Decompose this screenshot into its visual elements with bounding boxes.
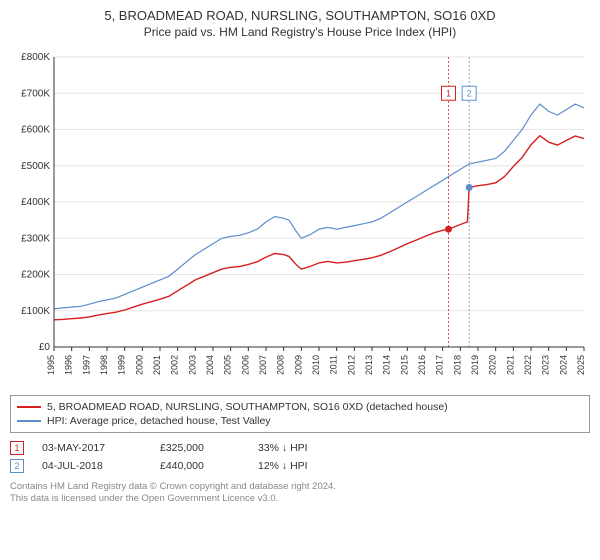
svg-text:2013: 2013 (364, 355, 374, 375)
page-subtitle: Price paid vs. HM Land Registry's House … (10, 25, 590, 39)
svg-text:2007: 2007 (258, 355, 268, 375)
svg-text:2025: 2025 (576, 355, 586, 375)
svg-text:2010: 2010 (311, 355, 321, 375)
svg-text:2012: 2012 (346, 355, 356, 375)
sale-marker: 2 (10, 459, 24, 473)
svg-text:1997: 1997 (81, 355, 91, 375)
sale-price: £325,000 (160, 442, 240, 454)
sale-date: 04-JUL-2018 (42, 460, 142, 472)
svg-text:1995: 1995 (46, 355, 56, 375)
svg-text:£800K: £800K (21, 52, 50, 63)
svg-text:£100K: £100K (21, 306, 50, 317)
svg-text:£700K: £700K (21, 88, 50, 99)
svg-text:2006: 2006 (240, 355, 250, 375)
svg-text:2018: 2018 (452, 355, 462, 375)
svg-text:2: 2 (467, 88, 472, 98)
svg-text:£500K: £500K (21, 161, 50, 172)
sale-vs-hpi: 33% ↓ HPI (258, 442, 308, 454)
legend-swatch (17, 406, 41, 408)
svg-text:£600K: £600K (21, 125, 50, 136)
sale-row: 1 03-MAY-2017 £325,000 33% ↓ HPI (10, 439, 590, 457)
footnote: Contains HM Land Registry data © Crown c… (10, 481, 590, 506)
sales-table: 1 03-MAY-2017 £325,000 33% ↓ HPI 2 04-JUL-201… (10, 439, 590, 475)
svg-text:2009: 2009 (293, 355, 303, 375)
svg-text:£0: £0 (39, 342, 51, 353)
svg-text:1998: 1998 (99, 355, 109, 375)
line-chart: £0 £100K £200K £300K £400K £500K £600K £700K £80… (10, 47, 590, 387)
svg-text:2016: 2016 (417, 355, 427, 375)
svg-text:2000: 2000 (134, 355, 144, 375)
legend-swatch (17, 420, 41, 422)
svg-text:2005: 2005 (223, 355, 233, 375)
svg-text:2022: 2022 (523, 355, 533, 375)
svg-text:1999: 1999 (117, 355, 127, 375)
legend-label: 5, BROADMEAD ROAD, NURSLING, SOUTHAMPTON… (47, 401, 448, 413)
sale-price: £440,000 (160, 460, 240, 472)
sale-marker: 1 (10, 441, 24, 455)
svg-text:£300K: £300K (21, 233, 50, 244)
svg-text:2003: 2003 (187, 355, 197, 375)
svg-text:2015: 2015 (399, 355, 409, 375)
svg-text:2019: 2019 (470, 355, 480, 375)
svg-text:2014: 2014 (382, 355, 392, 375)
svg-text:£200K: £200K (21, 270, 50, 281)
svg-text:2011: 2011 (329, 355, 339, 374)
svg-text:2001: 2001 (152, 355, 162, 375)
svg-text:2008: 2008 (276, 355, 286, 375)
svg-text:2024: 2024 (558, 355, 568, 375)
sale-row: 2 04-JUL-2018 £440,000 12% ↓ HPI (10, 457, 590, 475)
svg-text:2021: 2021 (505, 355, 515, 375)
svg-text:1996: 1996 (64, 355, 74, 375)
page-title: 5, BROADMEAD ROAD, NURSLING, SOUTHAMPTON… (10, 8, 590, 23)
footnote-line: This data is licensed under the Open Gov… (10, 493, 590, 505)
legend: 5, BROADMEAD ROAD, NURSLING, SOUTHAMPTON… (10, 395, 590, 433)
legend-label: HPI: Average price, detached house, Test… (47, 415, 271, 427)
svg-text:2020: 2020 (488, 355, 498, 375)
svg-text:2017: 2017 (435, 355, 445, 375)
svg-text:2002: 2002 (170, 355, 180, 375)
sale-vs-hpi: 12% ↓ HPI (258, 460, 308, 472)
svg-text:2004: 2004 (205, 355, 215, 375)
svg-text:2023: 2023 (541, 355, 551, 375)
chart-svg: £0 £100K £200K £300K £400K £500K £600K £700K £80… (10, 47, 590, 387)
svg-text:£400K: £400K (21, 197, 50, 208)
svg-text:1: 1 (446, 88, 451, 98)
legend-item: HPI: Average price, detached house, Test… (17, 414, 583, 428)
footnote-line: Contains HM Land Registry data © Crown c… (10, 481, 590, 493)
legend-item: 5, BROADMEAD ROAD, NURSLING, SOUTHAMPTON… (17, 400, 583, 414)
sale-date: 03-MAY-2017 (42, 442, 142, 454)
